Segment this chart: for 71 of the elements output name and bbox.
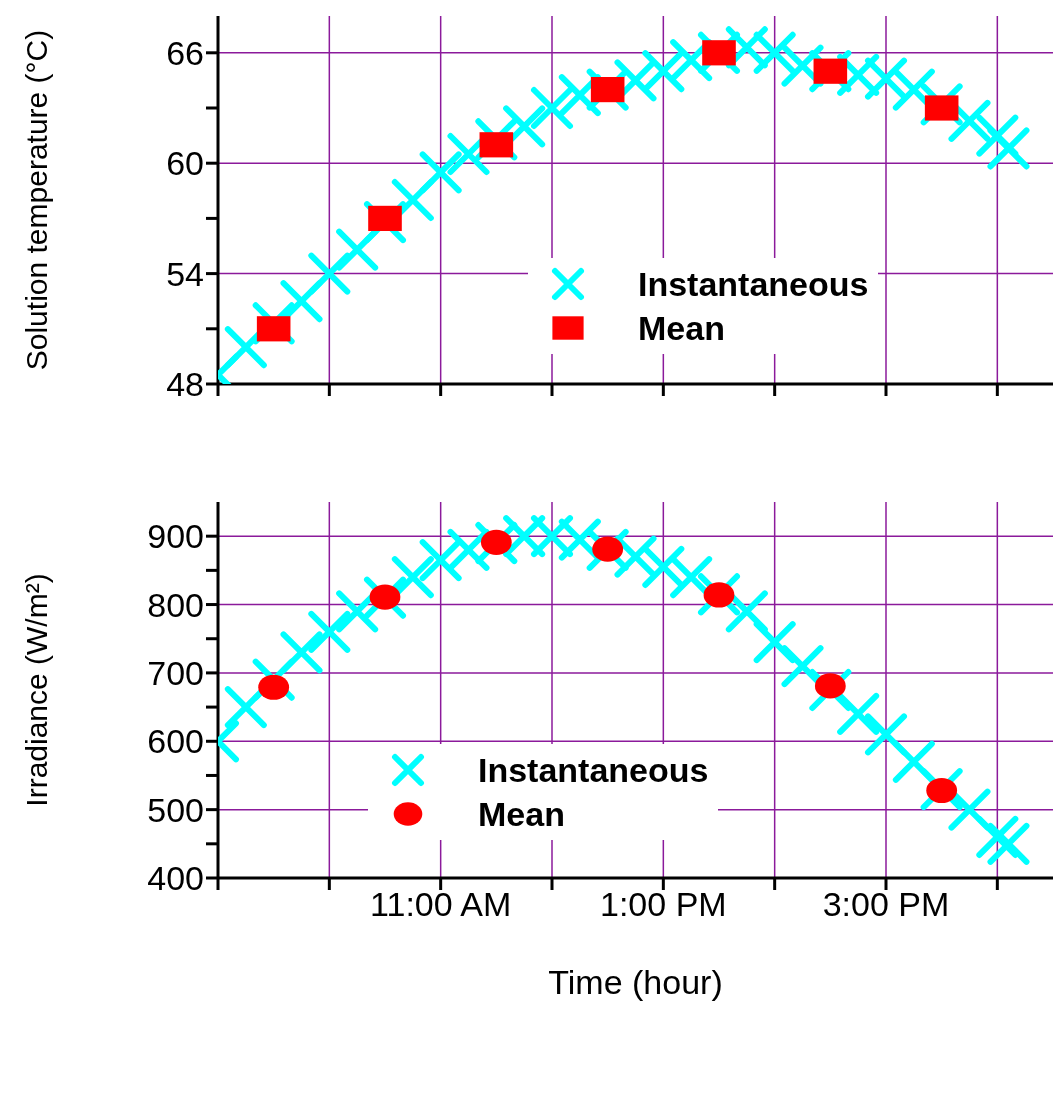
point	[948, 99, 991, 142]
point	[308, 252, 351, 295]
point	[670, 556, 713, 599]
legend-label: Instantaneous	[638, 264, 869, 304]
point	[369, 584, 401, 610]
point	[503, 105, 546, 148]
y-tick-label: 700	[147, 653, 204, 692]
x-tick-label: 1:00 PM	[600, 885, 727, 924]
x-axis-title: Time (hour)	[548, 963, 723, 1001]
y-tick-label: 600	[147, 722, 204, 761]
point	[753, 31, 796, 74]
point	[642, 50, 685, 93]
point	[976, 815, 1019, 858]
point	[479, 132, 514, 158]
point	[503, 515, 546, 558]
point	[865, 713, 907, 756]
legend-label: Instantaneous	[478, 750, 709, 790]
point	[987, 822, 1030, 865]
y-tick-label: 48	[166, 365, 204, 404]
point	[590, 77, 625, 103]
y-axis-title: Solution temperature (°C)	[19, 29, 53, 371]
point	[781, 645, 824, 688]
point	[948, 788, 991, 831]
point	[480, 529, 512, 555]
point	[419, 539, 462, 582]
point	[531, 515, 573, 558]
point	[813, 58, 848, 84]
y-tick-label: 800	[147, 585, 204, 624]
point	[865, 57, 907, 100]
y-tick-label: 900	[147, 517, 204, 556]
point	[447, 528, 490, 571]
legend-label: Mean	[638, 308, 725, 348]
point	[892, 68, 935, 111]
point	[256, 316, 291, 342]
point	[926, 777, 958, 804]
point	[368, 205, 402, 231]
y-axis-title: Irradiance (W/m²)	[19, 573, 53, 807]
y-tick-label: 500	[147, 790, 204, 829]
point	[702, 40, 736, 66]
point	[224, 686, 267, 729]
y-tick-label: 54	[166, 254, 204, 293]
point	[924, 95, 959, 121]
point	[419, 151, 462, 194]
point	[592, 536, 624, 562]
point	[391, 556, 434, 599]
y-tick-label: 60	[166, 144, 204, 183]
point	[703, 582, 735, 608]
point	[614, 535, 657, 578]
point	[336, 228, 379, 271]
point	[308, 610, 351, 653]
y-tick-label: 400	[147, 859, 204, 898]
point	[725, 590, 768, 633]
point	[224, 326, 267, 369]
point	[814, 673, 846, 699]
legend-label: Mean	[478, 794, 565, 834]
point	[987, 127, 1030, 170]
point	[280, 631, 323, 674]
point	[642, 545, 685, 588]
point	[558, 518, 601, 561]
point	[391, 179, 434, 221]
point	[976, 114, 1019, 157]
x-tick-label: 3:00 PM	[822, 885, 950, 924]
point	[892, 740, 935, 783]
x-tick-label: 11:00 AM	[370, 885, 512, 924]
point	[336, 590, 379, 633]
point	[258, 674, 290, 700]
point	[280, 280, 323, 323]
point	[753, 621, 796, 664]
y-tick-label: 66	[166, 33, 204, 72]
point	[837, 692, 880, 735]
point	[531, 87, 573, 129]
